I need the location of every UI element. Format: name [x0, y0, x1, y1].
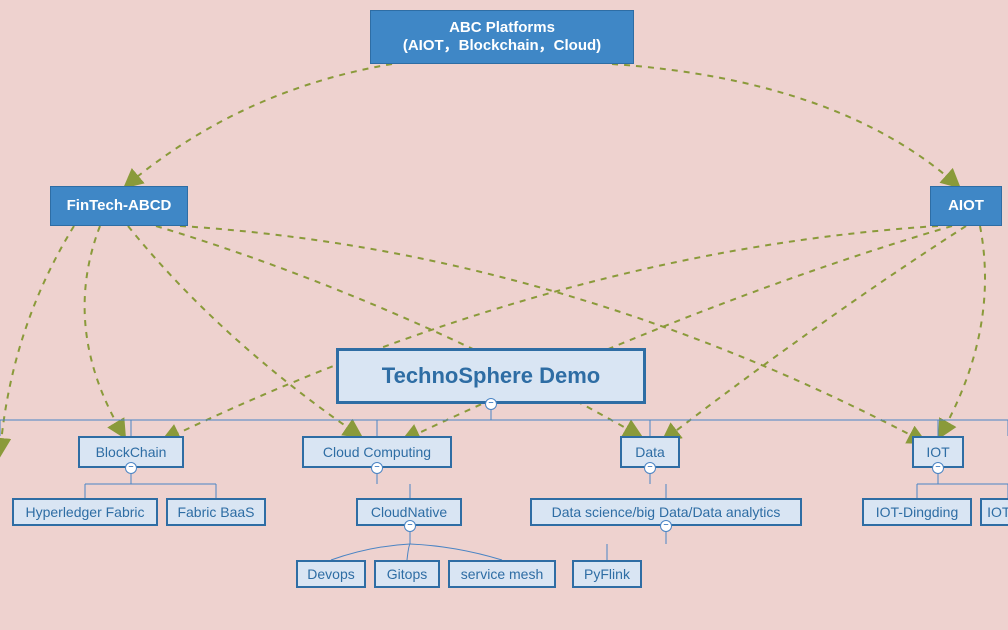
collapse-toggle[interactable] [660, 520, 672, 532]
dashed-edge [164, 226, 938, 440]
collapse-toggle[interactable] [371, 462, 383, 474]
node-iotdd: IOT-Dingding [862, 498, 972, 526]
node-title: TechnoSphere Demo [336, 348, 646, 404]
dashed-edge [85, 226, 124, 436]
diagram-svg [0, 0, 1008, 630]
node-pyflink: PyFlink [572, 560, 642, 588]
node-fintech: FinTech-ABCD [50, 186, 188, 226]
collapse-toggle[interactable] [125, 462, 137, 474]
node-hlf: Hyperledger Fabric [12, 498, 158, 526]
dashed-edge [664, 226, 966, 440]
diagram-canvas: ABC Platforms (AIOT，Blockchain，Cloud) Fin… [0, 0, 1008, 630]
dashed-edge [156, 226, 640, 436]
node-iotdash: IOT-Dashboard [980, 498, 1008, 526]
node-svcmesh: service mesh [448, 560, 556, 588]
collapse-toggle[interactable] [644, 462, 656, 474]
node-devops: Devops [296, 560, 366, 588]
dashed-edge [126, 64, 392, 186]
collapse-toggle[interactable] [485, 398, 497, 410]
dashed-edge [612, 64, 958, 186]
collapse-toggle[interactable] [404, 520, 416, 532]
node-baas: Fabric BaaS [166, 498, 266, 526]
collapse-toggle[interactable] [932, 462, 944, 474]
node-abc: ABC Platforms (AIOT，Blockchain，Cloud) [370, 10, 634, 64]
dashed-edge [128, 226, 360, 436]
dashed-edge [940, 226, 985, 436]
node-aiot: AIOT [930, 186, 1002, 226]
node-gitops: Gitops [374, 560, 440, 588]
dashed-edge [180, 226, 924, 442]
